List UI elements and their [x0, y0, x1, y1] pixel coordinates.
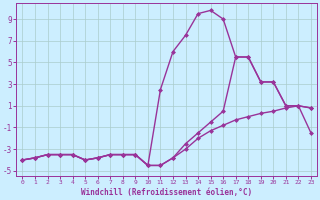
X-axis label: Windchill (Refroidissement éolien,°C): Windchill (Refroidissement éolien,°C): [81, 188, 252, 197]
